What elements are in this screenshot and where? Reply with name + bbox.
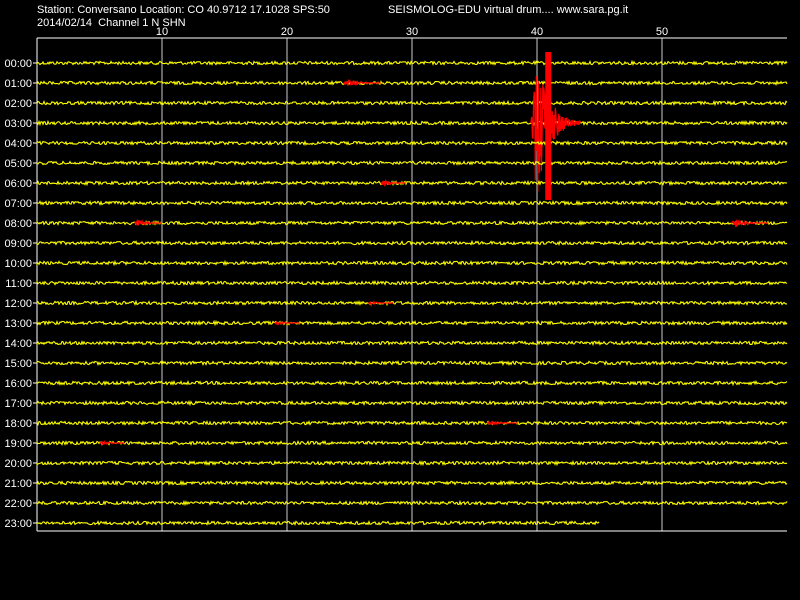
- row-label-1700: 17:00: [4, 398, 32, 410]
- trace-row-0600: [36, 179, 788, 187]
- trace-row-0000: [36, 59, 788, 67]
- row-label-1900: 19:00: [4, 438, 32, 450]
- event-row-0300-0: [530, 76, 582, 192]
- row-label-2200: 22:00: [4, 498, 32, 510]
- x-tick-label-10: 10: [156, 26, 168, 38]
- row-label-1500: 15:00: [4, 358, 32, 370]
- row-label-0300: 03:00: [4, 118, 32, 130]
- row-label-0000: 00:00: [4, 58, 32, 70]
- event-row-0800-1: [730, 218, 769, 228]
- software-info: SEISMOLOG-EDU virtual drum.... www.sara.…: [388, 4, 629, 16]
- trace-row-1600: [36, 379, 788, 387]
- row-label-2100: 21:00: [4, 478, 32, 490]
- row-label-0200: 02:00: [4, 98, 32, 110]
- trace-row-0500: [36, 159, 788, 167]
- station-info: Station: Conversano Location: CO 40.9712…: [37, 4, 330, 16]
- row-label-0900: 09:00: [4, 238, 32, 250]
- row-label-1200: 12:00: [4, 298, 32, 310]
- trace-row-1700: [36, 399, 788, 407]
- trace-row-0300: [36, 119, 788, 127]
- trace-row-0400: [36, 139, 788, 147]
- trace-row-1300: [36, 319, 788, 327]
- event-row-1300-0: [274, 320, 300, 326]
- trace-row-0900: [36, 239, 788, 247]
- event-row-1900-0: [99, 439, 125, 446]
- row-label-1300: 13:00: [4, 318, 32, 330]
- row-label-1100: 11:00: [5, 278, 32, 290]
- row-label-1600: 16:00: [4, 378, 32, 390]
- x-tick-label-20: 20: [281, 26, 293, 38]
- row-label-0700: 07:00: [4, 198, 32, 210]
- row-label-1400: 14:00: [4, 338, 32, 350]
- trace-row-0700: [36, 199, 788, 207]
- row-label-1000: 10:00: [4, 258, 32, 270]
- trace-row-1400: [36, 340, 788, 347]
- trace-row-1100: [36, 279, 788, 287]
- trace-row-1500: [36, 359, 788, 367]
- x-tick-label-50: 50: [656, 26, 668, 38]
- row-label-0100: 01:00: [4, 78, 32, 90]
- trace-row-0200: [36, 99, 788, 107]
- row-label-2000: 20:00: [4, 458, 32, 470]
- x-tick-label-30: 30: [406, 26, 418, 38]
- row-label-1800: 18:00: [4, 418, 32, 430]
- row-label-0800: 08:00: [4, 218, 32, 230]
- x-tick-label-40: 40: [531, 26, 543, 38]
- trace-row-2300: [36, 519, 600, 527]
- trace-row-1000: [36, 259, 788, 267]
- event-row-0800-0: [134, 219, 163, 226]
- event-row-1200-0: [368, 300, 394, 308]
- row-label-2300: 23:00: [4, 518, 32, 530]
- event-row-0600-0: [380, 178, 406, 187]
- row-label-0600: 06:00: [4, 178, 32, 190]
- date-channel-info: 2014/02/14 Channel 1 N SHN: [37, 17, 186, 29]
- earthquake-spike: [545, 52, 552, 200]
- event-row-1800-0: [486, 420, 519, 427]
- trace-row-2100: [36, 479, 788, 487]
- trace-row-1800: [36, 419, 788, 427]
- trace-row-0100: [36, 79, 788, 87]
- row-label-0400: 04:00: [4, 138, 32, 150]
- trace-row-1200: [36, 299, 788, 307]
- trace-row-1900: [36, 440, 788, 447]
- event-row-0100-0: [343, 79, 381, 86]
- trace-row-2000: [36, 459, 788, 467]
- row-label-0500: 05:00: [4, 158, 32, 170]
- trace-row-2200: [36, 499, 788, 507]
